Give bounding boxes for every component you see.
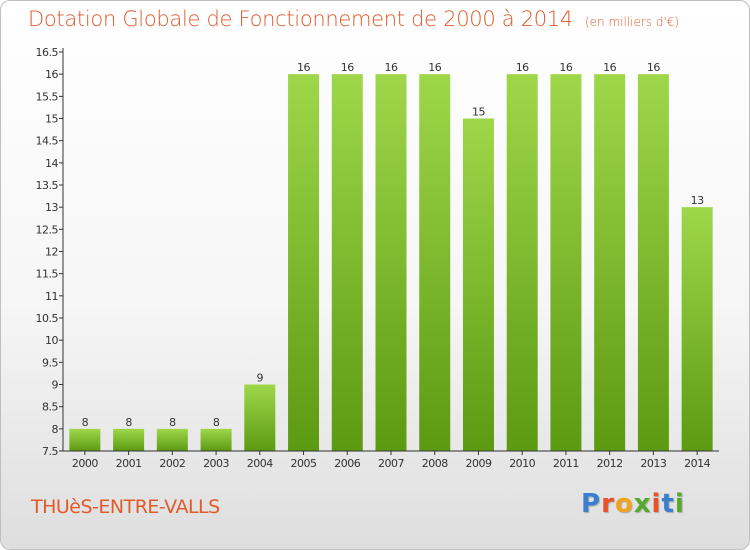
y-tick-label: 14.5 [36, 135, 59, 148]
data-label: 8 [82, 416, 89, 429]
y-tick-label: 16 [45, 68, 58, 81]
x-tick-label: 2013 [640, 457, 666, 470]
data-label: 16 [385, 61, 398, 74]
bar-2001 [113, 428, 145, 451]
chart-title: Dotation Globale de Fonctionnement de 20… [28, 7, 679, 31]
x-tick-label: 2006 [334, 457, 360, 470]
y-tick-label: 10.5 [36, 312, 59, 325]
y-tick-label: 8.5 [42, 401, 58, 414]
commune-name: THUèS-ENTRE-VALLS [31, 496, 220, 518]
data-label: 13 [691, 194, 704, 207]
data-label: 16 [297, 61, 310, 74]
y-tick-label: 10 [45, 334, 58, 347]
y-tick-label: 16.5 [36, 46, 59, 59]
y-tick-label: 9.5 [42, 356, 58, 369]
bar-2003 [200, 428, 232, 451]
bar-2006 [331, 74, 363, 452]
x-tick-label: 2005 [291, 457, 317, 470]
y-tick-label: 11 [45, 290, 58, 303]
x-tick-label: 2011 [553, 457, 579, 470]
data-label: 16 [559, 61, 572, 74]
logo-letter: P [581, 489, 602, 519]
y-tick-label: 15 [45, 113, 58, 126]
x-tick-label: 2012 [597, 457, 623, 470]
y-tick-label: 12 [45, 246, 58, 259]
logo-letter: i [651, 489, 662, 519]
bar-2000 [69, 428, 101, 451]
data-label: 8 [213, 416, 220, 429]
x-tick-label: 2007 [378, 457, 404, 470]
logo-letter: t [661, 489, 675, 519]
data-label: 8 [169, 416, 176, 429]
data-label: 9 [257, 372, 264, 385]
x-tick-label: 2003 [203, 457, 229, 470]
bar-2010 [506, 74, 538, 452]
title-text: Dotation Globale de Fonctionnement de 20… [28, 7, 573, 31]
bar-2007 [375, 74, 407, 452]
unit-text: (en milliers d'€) [584, 15, 680, 29]
y-tick-label: 8 [52, 423, 59, 436]
y-tick-label: 15.5 [36, 90, 59, 103]
x-tick-label: 2010 [509, 457, 535, 470]
y-tick-label: 7.5 [42, 445, 58, 458]
data-label: 16 [428, 61, 441, 74]
y-tick-label: 13.5 [36, 179, 59, 192]
logo-letter: o [614, 489, 634, 519]
proxiti-logo[interactable]: Proxiti [581, 489, 685, 519]
bar-2011 [550, 74, 582, 452]
x-tick-label: 2002 [159, 457, 185, 470]
data-label: 16 [516, 61, 529, 74]
logo-letter: i [674, 489, 685, 519]
x-tick-label: 2008 [422, 457, 448, 470]
bar-2012 [594, 74, 626, 452]
bar-2004 [244, 384, 276, 451]
y-tick-label: 11.5 [36, 268, 59, 281]
bar-2009 [462, 118, 494, 451]
bar-2014 [681, 207, 713, 451]
y-tick-label: 9 [52, 379, 59, 392]
x-tick-label: 2000 [72, 457, 98, 470]
y-tick-label: 13 [45, 201, 58, 214]
bar-2005 [288, 74, 320, 452]
x-tick-label: 2009 [465, 457, 491, 470]
data-label: 16 [647, 61, 660, 74]
data-label: 16 [341, 61, 354, 74]
bar-2002 [156, 428, 188, 451]
x-tick-label: 2004 [247, 457, 273, 470]
y-tick-label: 12.5 [36, 223, 59, 236]
logo-letter: x [633, 489, 652, 519]
data-label: 8 [125, 416, 132, 429]
bar-2013 [637, 74, 669, 452]
data-label: 16 [603, 61, 616, 74]
y-tick-label: 14 [45, 157, 58, 170]
bar-2008 [419, 74, 451, 452]
data-label: 15 [472, 106, 485, 119]
logo-letter: r [601, 489, 615, 519]
x-tick-label: 2014 [684, 457, 710, 470]
x-tick-label: 2001 [116, 457, 142, 470]
